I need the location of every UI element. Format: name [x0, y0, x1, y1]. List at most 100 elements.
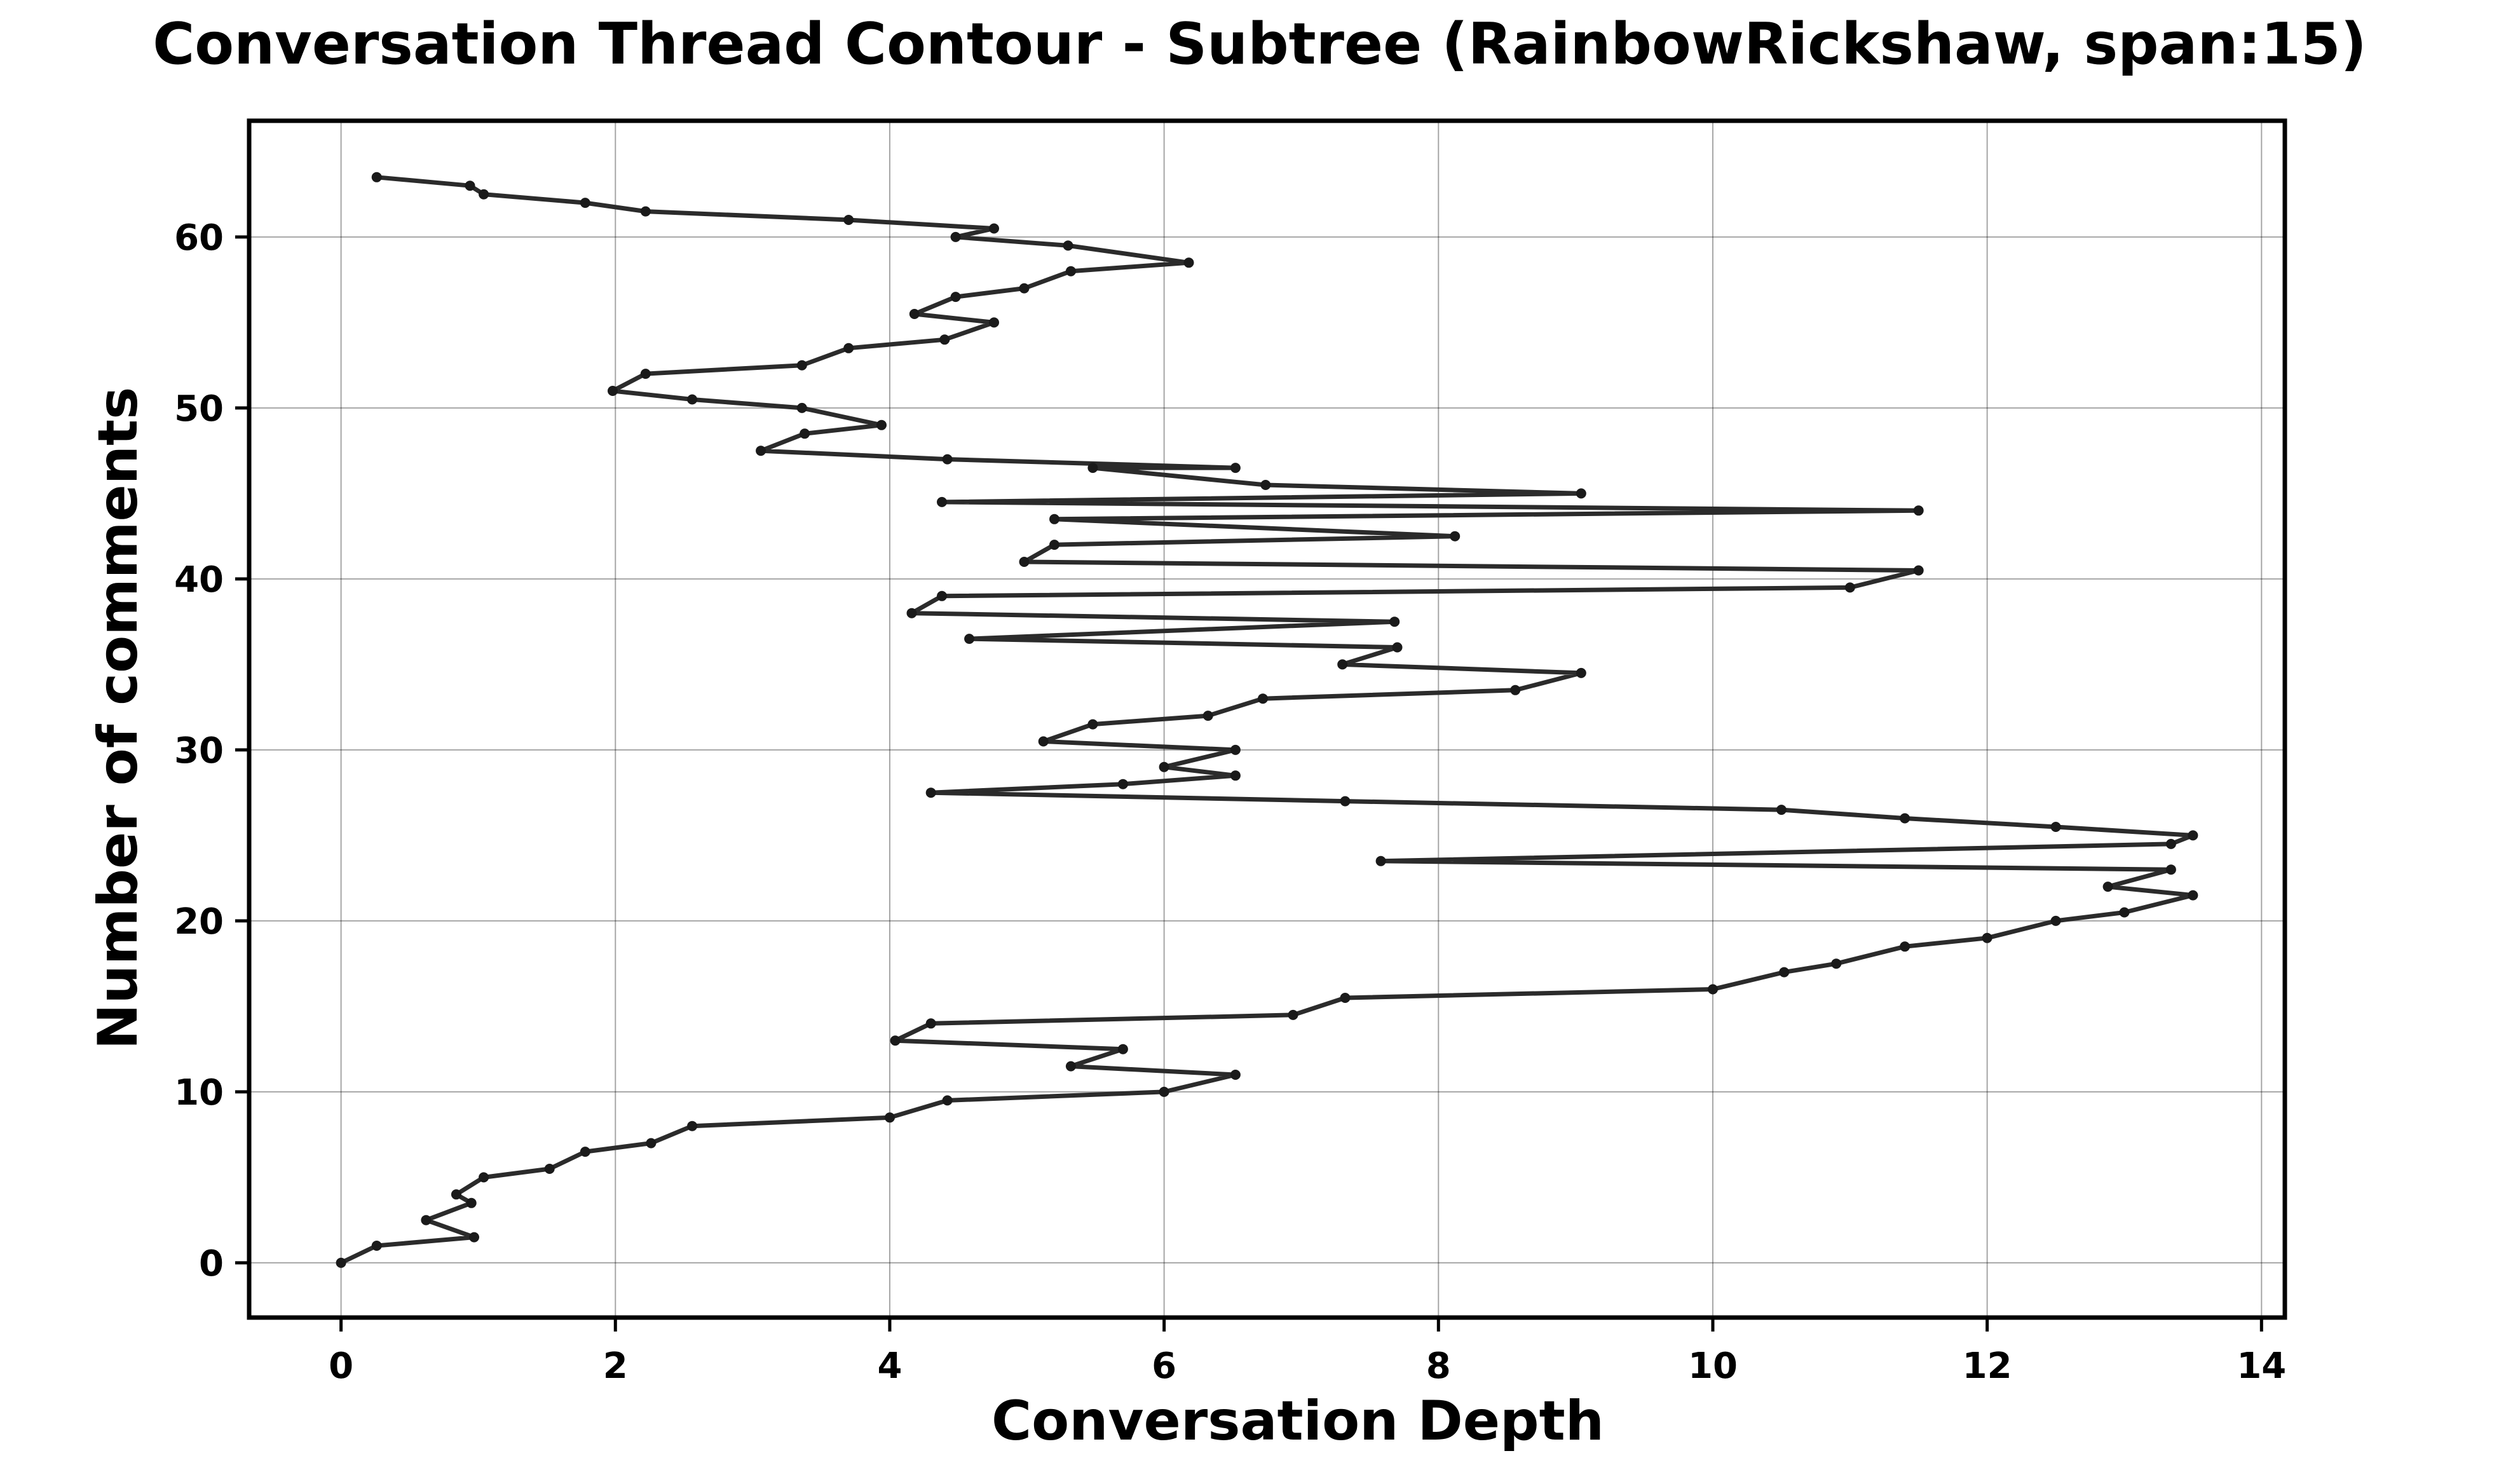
data-point — [876, 419, 887, 430]
data-point — [1038, 736, 1049, 747]
data-point — [544, 1164, 555, 1174]
data-point — [371, 1241, 382, 1251]
plot-frame — [247, 118, 2287, 1320]
data-point — [937, 496, 947, 507]
data-point — [646, 1138, 657, 1148]
y-tick-label: 10 — [174, 1072, 224, 1114]
data-point — [465, 181, 475, 191]
data-point — [1340, 796, 1351, 807]
data-point — [1913, 505, 1924, 516]
data-point — [843, 215, 854, 225]
y-tick-label: 30 — [174, 730, 224, 772]
data-point — [885, 1112, 895, 1123]
data-point — [1831, 958, 1842, 969]
x-tick-label: 2 — [603, 1346, 628, 1387]
data-point — [843, 343, 854, 353]
data-point — [950, 231, 961, 242]
data-point — [925, 1018, 936, 1029]
data-point — [1087, 719, 1098, 730]
data-point — [640, 369, 651, 379]
data-point — [469, 1232, 479, 1243]
data-point — [1049, 540, 1059, 550]
y-tick-label: 60 — [174, 217, 224, 259]
data-point — [1776, 805, 1787, 815]
data-point — [756, 446, 766, 456]
data-point — [1900, 813, 1910, 824]
y-axis-label: Number of comments — [86, 387, 150, 1050]
data-point — [950, 292, 961, 303]
data-point — [796, 360, 807, 371]
y-tick-label: 0 — [199, 1243, 224, 1284]
x-tick-label: 12 — [1963, 1346, 2012, 1387]
ticks: 0 2 4 6 8 10 12 14 0 10 20 30 40 50 60 — [174, 217, 2286, 1387]
data-point — [1340, 993, 1351, 1003]
data-point — [479, 1172, 489, 1183]
data-point — [608, 386, 618, 396]
data-point — [1510, 685, 1521, 695]
data-point — [989, 223, 999, 234]
data-point — [942, 454, 953, 465]
data-point — [1019, 557, 1030, 567]
data-point — [640, 206, 651, 217]
data-point — [479, 189, 489, 200]
data-point — [2165, 838, 2176, 849]
data-point — [2119, 907, 2130, 918]
data-point — [1117, 1044, 1128, 1054]
y-tick-label: 20 — [174, 901, 224, 943]
data-point — [1202, 711, 1213, 721]
data-point — [925, 787, 936, 798]
data-point — [1019, 283, 1030, 294]
data-point — [1117, 779, 1128, 789]
y-tick-label: 40 — [174, 559, 224, 601]
grid — [249, 121, 2285, 1318]
data-point — [1230, 744, 1241, 755]
data-point — [1779, 967, 1790, 978]
y-tick-label: 50 — [174, 388, 224, 430]
data-point — [1337, 659, 1348, 670]
data-point — [1159, 761, 1169, 772]
data-point — [937, 590, 947, 601]
data-point — [687, 1121, 698, 1131]
data-point — [1230, 1070, 1241, 1080]
data-point — [1065, 1061, 1076, 1072]
data-point — [1049, 514, 1059, 524]
data-point — [451, 1189, 461, 1200]
data-point — [2188, 830, 2198, 841]
x-tick-label: 6 — [1152, 1346, 1176, 1387]
data-point — [1708, 984, 1718, 995]
x-axis-label: Conversation Depth — [991, 1389, 1604, 1453]
x-tick-label: 10 — [1688, 1346, 1738, 1387]
data-point — [909, 309, 920, 319]
data-point — [939, 334, 950, 345]
data-point — [1063, 240, 1073, 251]
data-point — [989, 317, 999, 328]
data-point — [800, 428, 810, 439]
data-point — [1260, 480, 1271, 490]
data-point — [1900, 941, 1910, 952]
data-point — [2102, 882, 2113, 892]
data-point — [1392, 642, 1403, 653]
data-point — [1159, 1086, 1169, 1097]
data-point — [2165, 864, 2176, 875]
data-point — [1183, 257, 1194, 268]
x-tick-label: 4 — [877, 1346, 902, 1387]
chart-title: Conversation Thread Contour - Subtree (R… — [153, 11, 2367, 78]
data-point — [1982, 932, 1992, 943]
data-point — [1450, 531, 1461, 542]
data-point — [336, 1257, 346, 1268]
data-point — [890, 1035, 901, 1046]
series-layer — [336, 172, 2198, 1268]
x-tick-label: 0 — [329, 1346, 353, 1387]
data-point — [1576, 667, 1586, 678]
data-point — [421, 1215, 432, 1225]
x-tick-label: 8 — [1426, 1346, 1451, 1387]
series-line — [340, 175, 2195, 1265]
data-point — [1087, 463, 1098, 474]
data-point — [1375, 855, 1386, 866]
data-point — [1065, 266, 1076, 276]
data-point — [580, 1147, 590, 1157]
data-point — [466, 1197, 477, 1208]
data-point — [2188, 890, 2198, 901]
data-point — [1389, 617, 1400, 627]
